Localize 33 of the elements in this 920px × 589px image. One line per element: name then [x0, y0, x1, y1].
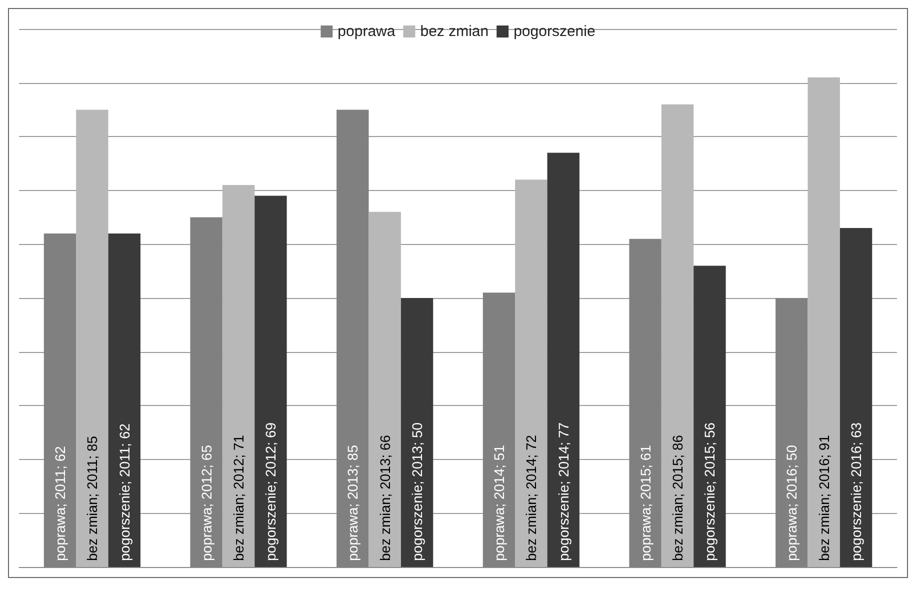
- bar: [400, 298, 434, 567]
- bar: [368, 212, 401, 567]
- bar: [76, 110, 108, 567]
- data-label: bez zmian; 2012; 71: [230, 434, 246, 561]
- data-label: bez zmian; 2016; 91: [816, 434, 832, 561]
- data-label: bez zmian; 2014; 72: [523, 434, 540, 561]
- data-label: pogorszenie; 2011; 62: [116, 423, 132, 561]
- data-label: bez zmian; 2011; 85: [84, 436, 100, 561]
- bar: [254, 196, 287, 567]
- bar: [694, 266, 726, 567]
- data-label: poprawa; 2016; 50: [784, 444, 800, 561]
- bar: [515, 180, 548, 567]
- data-label: poprawa; 2015; 61: [637, 444, 654, 561]
- data-label: pogorszenie; 2013; 50: [409, 422, 426, 561]
- data-label: bez zmian; 2013; 66: [376, 434, 393, 561]
- legend-label: pogorszenie: [514, 23, 596, 40]
- data-label: pogorszenie; 2014; 77: [555, 422, 572, 561]
- legend-label: poprawa: [338, 23, 396, 40]
- data-label: poprawa; 2014; 51: [490, 444, 507, 561]
- bar: [661, 104, 694, 567]
- data-label: pogorszenie; 2016; 63: [848, 422, 864, 561]
- data-label: poprawa; 2012; 65: [198, 444, 214, 561]
- data-label: poprawa; 2011; 62: [52, 446, 68, 561]
- legend-label: bez zmian: [420, 23, 489, 40]
- data-label: bez zmian; 2015; 86: [670, 434, 686, 561]
- bar: [808, 77, 840, 567]
- data-label: pogorszenie; 2015; 56: [702, 422, 718, 561]
- bar: [840, 228, 872, 567]
- bar: [222, 185, 255, 567]
- bar: [547, 152, 580, 567]
- data-label: pogorszenie; 2012; 69: [262, 422, 279, 561]
- data-label: poprawa; 2013; 85: [344, 444, 361, 561]
- bar: [108, 233, 140, 567]
